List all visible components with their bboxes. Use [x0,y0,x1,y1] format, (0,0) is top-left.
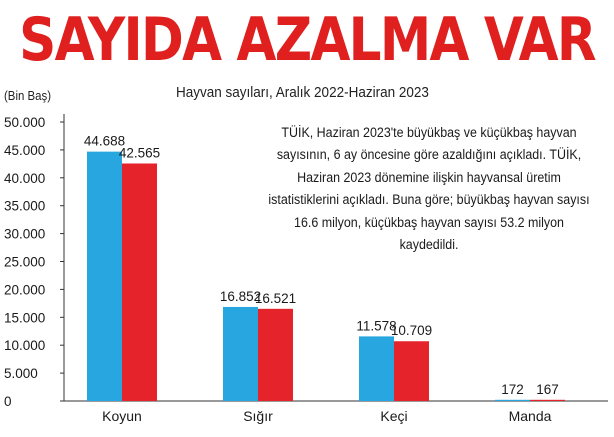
bar [87,151,122,401]
y-tick-label: 5.000 [4,366,38,381]
bar [394,341,429,401]
x-category-label: Manda [509,408,552,424]
bar-value-label: 167 [536,382,559,397]
x-category-label: Koyun [102,408,142,424]
bar [495,399,530,401]
bar-value-label: 16.521 [255,291,296,306]
y-tick-label: 0 [4,394,12,409]
bar [258,308,293,401]
y-tick-label: 30.000 [4,227,45,242]
y-tick-label: 10.000 [4,338,45,353]
bar [359,336,394,401]
bar [530,399,565,401]
bar-value-label: 16.852 [220,289,261,304]
y-tick-label: 20.000 [4,282,45,297]
y-tick-label: 25.000 [4,255,45,270]
x-category-label: Keçi [380,408,407,424]
bar-value-label: 42.565 [119,145,160,160]
bar-value-label: 44.688 [84,134,125,149]
y-tick-label: 15.000 [4,310,45,325]
bar [122,163,157,401]
chart-subtitle: Hayvan sayıları, Aralık 2022-Haziran 202… [176,84,429,101]
bar [223,306,258,401]
y-tick-label: 50.000 [4,115,45,130]
y-tick-label: 45.000 [4,143,45,158]
y-tick-label: 35.000 [4,199,45,214]
bar-value-label: 10.709 [391,323,432,338]
y-axis-unit-label: (Bin Baş) [4,88,52,103]
chart-annotation-text: TÜİK, Haziran 2023'te büyükbaş ve küçükb… [268,125,590,253]
y-tick-label: 40.000 [4,171,45,186]
headline: SAYIDA AZALMA VAR [19,5,596,75]
bar-value-label: 11.578 [356,318,396,333]
x-category-label: Sığır [243,408,273,424]
bar-value-label: 172 [501,382,524,397]
